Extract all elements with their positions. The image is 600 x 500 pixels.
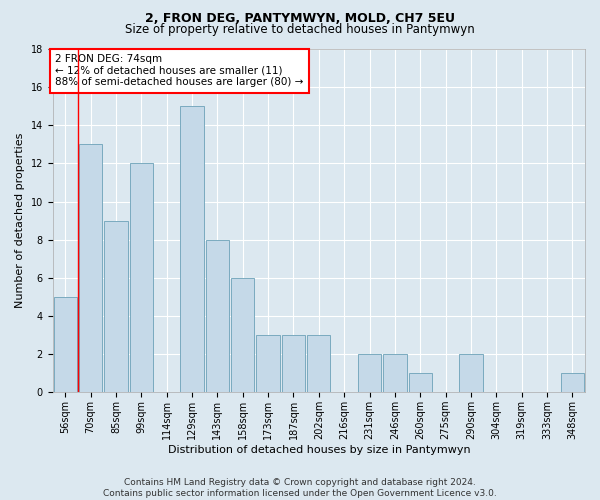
Bar (130, 164, 153, 392)
Bar (206, 240, 229, 392)
Bar (383, 354, 407, 393)
Bar (181, 106, 204, 393)
Bar (409, 373, 432, 392)
Bar (307, 335, 331, 392)
Text: Size of property relative to detached houses in Pantymwyn: Size of property relative to detached ho… (125, 22, 475, 36)
X-axis label: Distribution of detached houses by size in Pantymwyn: Distribution of detached houses by size … (167, 445, 470, 455)
Bar (560, 373, 584, 392)
Bar (282, 335, 305, 392)
Bar (459, 354, 482, 393)
Text: Contains HM Land Registry data © Crown copyright and database right 2024.
Contai: Contains HM Land Registry data © Crown c… (103, 478, 497, 498)
Bar (53, 297, 77, 392)
Text: 2 FRON DEG: 74sqm
← 12% of detached houses are smaller (11)
88% of semi-detached: 2 FRON DEG: 74sqm ← 12% of detached hous… (55, 54, 304, 88)
Bar (358, 354, 381, 393)
Bar (231, 278, 254, 392)
Text: 2, FRON DEG, PANTYMWYN, MOLD, CH7 5EU: 2, FRON DEG, PANTYMWYN, MOLD, CH7 5EU (145, 12, 455, 26)
Bar (79, 144, 103, 392)
Bar (104, 220, 128, 392)
Y-axis label: Number of detached properties: Number of detached properties (15, 133, 25, 308)
Bar (256, 335, 280, 392)
